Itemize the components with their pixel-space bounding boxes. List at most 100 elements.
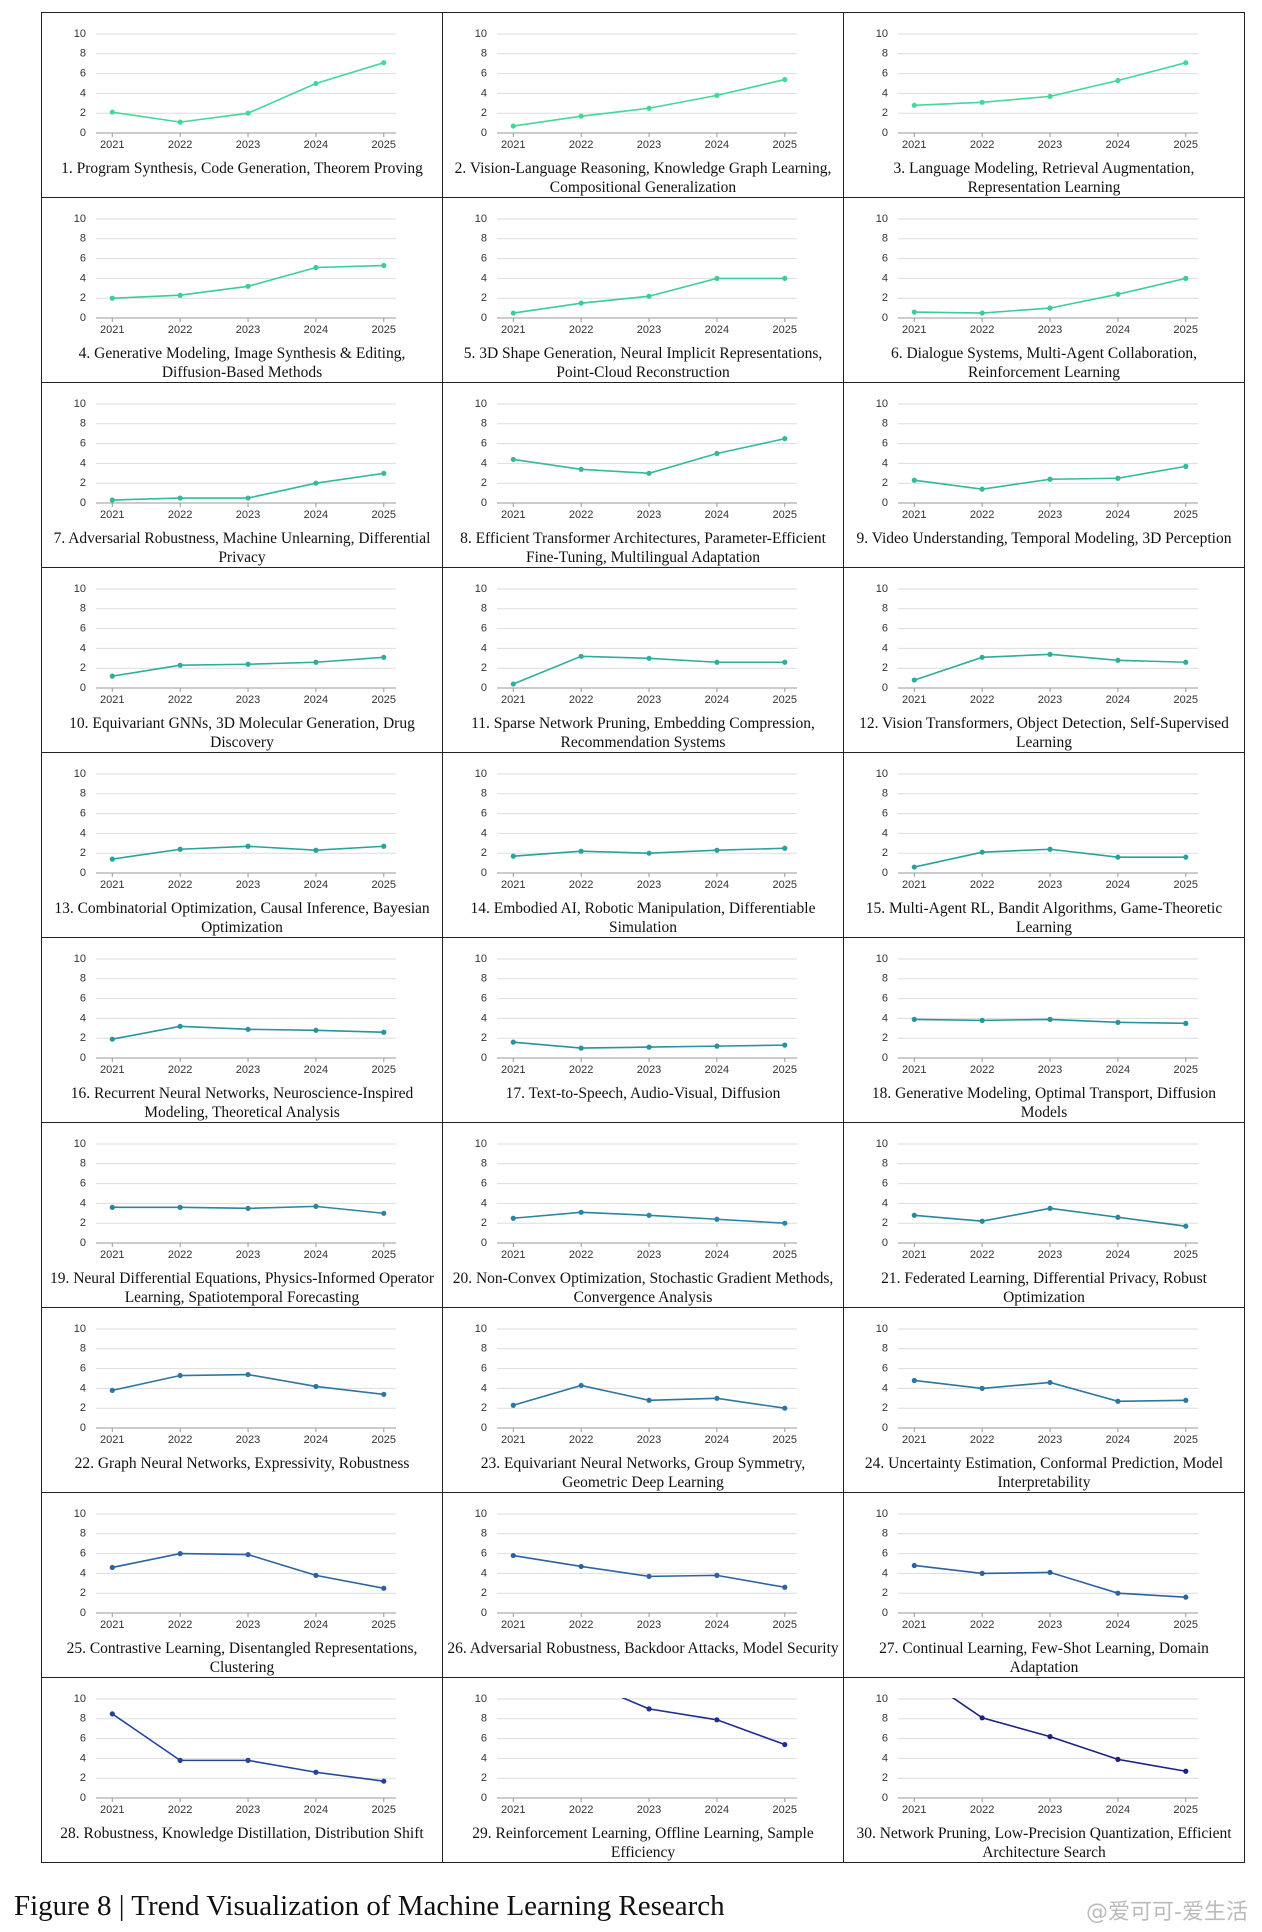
data-point — [714, 275, 720, 281]
y-tick-label: 8 — [481, 1713, 487, 1725]
y-tick-label: 8 — [882, 1528, 888, 1540]
data-point — [313, 659, 319, 665]
x-tick-label: 2025 — [372, 139, 396, 151]
chart: 0 2 4 6 8 10 2021 2022 2023 2024 2025 — [74, 768, 396, 891]
x-tick-label: 2022 — [569, 694, 593, 706]
chart: 0 2 4 6 8 10 2021 2022 2023 2024 2025 — [74, 1138, 396, 1261]
x-tick-label: 2023 — [1038, 879, 1062, 891]
x-tick-label: 2021 — [902, 324, 926, 336]
x-tick-label: 2021 — [501, 1064, 525, 1076]
data-point — [1183, 1020, 1189, 1026]
y-tick-label: 2 — [882, 107, 888, 119]
data-point — [1115, 657, 1121, 663]
data-point — [381, 262, 387, 269]
x-tick-label: 2024 — [705, 139, 729, 151]
data-point — [578, 113, 584, 119]
x-tick-label: 2025 — [773, 1434, 797, 1446]
series — [911, 651, 1189, 683]
data-point — [782, 1042, 788, 1048]
series — [510, 1552, 788, 1590]
y-tick-label: 6 — [882, 438, 888, 450]
y-tick-label: 0 — [80, 1607, 86, 1619]
chart: 0 2 4 6 8 10 2021 2022 2023 2024 2025 — [74, 28, 396, 151]
chart-cell: 0 2 4 6 8 10 2021 2022 2023 2024 2025 8. Efficient … — [443, 383, 844, 568]
series — [109, 1711, 387, 1784]
data-point — [1047, 651, 1053, 657]
trend-line — [112, 1552, 384, 1590]
y-tick-label: 2 — [882, 847, 888, 859]
y-tick-label: 10 — [475, 583, 487, 595]
chart-cell: 0 2 4 6 8 10 2021 2022 2023 2024 2025 6. Dialogue S… — [844, 198, 1245, 383]
y-tick-label: 4 — [481, 827, 487, 839]
y-tick-label: 6 — [481, 253, 487, 265]
y-tick-label: 8 — [80, 973, 86, 985]
x-tick-label: 2025 — [773, 1804, 797, 1816]
x-tick-label: 2021 — [100, 1434, 124, 1446]
x-tick-label: 2025 — [773, 324, 797, 336]
data-point — [1115, 1590, 1121, 1596]
data-point — [979, 99, 985, 105]
x-tick-label: 2023 — [1038, 509, 1062, 521]
data-point — [714, 847, 720, 853]
x-tick-label: 2022 — [168, 879, 192, 891]
data-point — [381, 1585, 387, 1591]
data-point — [510, 456, 516, 463]
data-point — [911, 677, 917, 683]
data-point — [646, 293, 652, 299]
series — [510, 436, 788, 476]
y-tick-label: 8 — [481, 1528, 487, 1540]
chart-cell: 0 2 4 6 8 10 2021 2022 2023 2024 2025 27. Continual… — [844, 1493, 1245, 1678]
x-tick-label: 2022 — [168, 1434, 192, 1446]
x-tick-label: 2024 — [304, 509, 328, 521]
data-point — [911, 102, 917, 108]
y-tick-label: 2 — [80, 292, 86, 304]
chart: 0 2 4 6 8 10 2021 2022 2023 2024 2025 — [475, 1323, 797, 1446]
series — [510, 1209, 788, 1226]
y-tick-label: 6 — [882, 808, 888, 820]
x-tick-label: 2023 — [637, 509, 661, 521]
data-point — [109, 109, 115, 115]
data-point — [510, 853, 516, 859]
data-point — [313, 1027, 319, 1033]
y-tick-label: 10 — [74, 28, 86, 40]
data-point — [177, 1204, 183, 1210]
y-tick-label: 6 — [80, 623, 86, 635]
chart-cell: 0 2 4 6 8 10 2021 2022 2023 2024 2025 21. Federated… — [844, 1123, 1245, 1308]
series — [510, 845, 788, 859]
chart-title: 11. Sparse Network Pruning, Embedding Co… — [471, 715, 815, 751]
y-tick-label: 8 — [882, 48, 888, 60]
y-tick-label: 2 — [481, 1032, 487, 1044]
x-tick-label: 2021 — [100, 1804, 124, 1816]
series — [911, 463, 1189, 492]
trend-line — [914, 653, 1186, 681]
data-point — [1183, 659, 1189, 665]
chart-title: 21. Federated Learning, Differential Pri… — [881, 1270, 1207, 1306]
series — [621, 1698, 788, 1748]
chart: 0 2 4 6 8 10 2021 2022 2023 2024 2025 — [876, 768, 1198, 891]
y-tick-label: 4 — [882, 1752, 888, 1764]
chart-title: 8. Efficient Transformer Architectures, … — [460, 530, 826, 566]
data-point — [979, 1218, 985, 1224]
data-point — [911, 1562, 917, 1569]
data-point — [782, 1741, 788, 1748]
y-tick-label: 6 — [80, 438, 86, 450]
x-tick-label: 2025 — [372, 1434, 396, 1446]
x-tick-label: 2022 — [168, 1064, 192, 1076]
y-tick-label: 0 — [481, 312, 487, 324]
chart: 0 2 4 6 8 10 2021 2022 2023 2024 2025 — [876, 398, 1198, 521]
x-tick-label: 2024 — [304, 1064, 328, 1076]
x-tick-label: 2023 — [637, 1064, 661, 1076]
data-point — [1183, 1223, 1189, 1229]
x-tick-label: 2023 — [637, 879, 661, 891]
data-point — [313, 1203, 319, 1209]
data-point — [177, 1757, 183, 1763]
y-tick-label: 4 — [882, 457, 888, 469]
x-tick-label: 2025 — [372, 879, 396, 891]
series — [951, 1698, 1189, 1774]
data-point — [646, 1397, 652, 1403]
chart: 0 2 4 6 8 10 2021 2022 2023 2024 2025 — [74, 1693, 396, 1816]
chart-title: 6. Dialogue Systems, Multi-Agent Collabo… — [890, 345, 1198, 381]
chart-title: 10. Equivariant GNNs, 3D Molecular Gener… — [69, 715, 415, 751]
data-point — [245, 283, 251, 289]
chart-cell: 0 2 4 6 8 10 2021 2022 2023 2024 2025 19. Neural Di… — [42, 1123, 443, 1308]
